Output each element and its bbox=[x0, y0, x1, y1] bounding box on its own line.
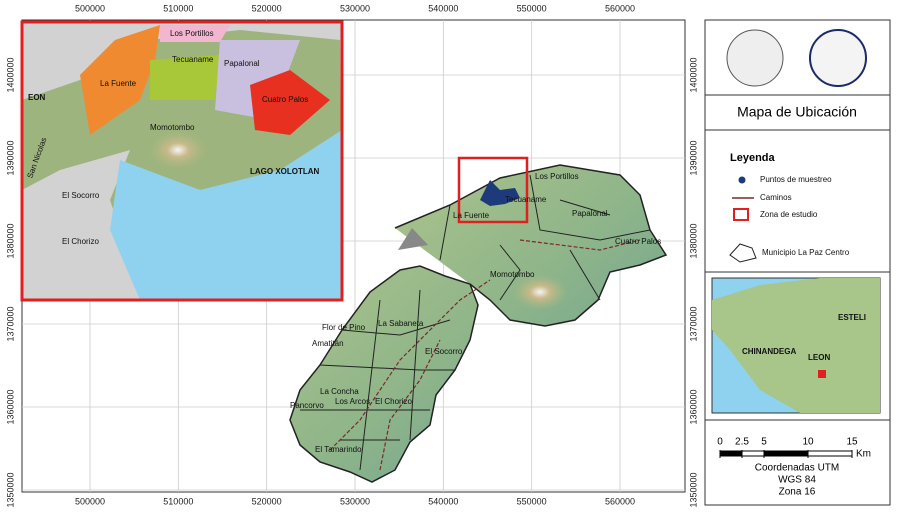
los-portillos bbox=[160, 25, 230, 42]
x-tick-label: 560000 bbox=[605, 3, 635, 13]
inset-label: LAGO XOLOTLAN bbox=[250, 167, 320, 176]
sample-points bbox=[480, 180, 520, 206]
x-tick-label: 540000 bbox=[428, 3, 458, 13]
place-label: Momotombo bbox=[490, 270, 535, 279]
inset-volcano bbox=[148, 130, 208, 170]
x-tick-label: 510000 bbox=[163, 496, 193, 506]
place-label: La Sabaneta bbox=[378, 319, 424, 328]
study-zone bbox=[457, 156, 529, 224]
y-tick-label: 1360000 bbox=[5, 389, 15, 424]
place-label: Tecuaname bbox=[505, 195, 547, 204]
place-label: Cuatro Palos bbox=[615, 237, 661, 246]
logo bbox=[809, 29, 867, 87]
place-label: La Fuente bbox=[453, 211, 490, 220]
legend-title: Leyenda bbox=[730, 152, 776, 164]
y-tick-label: 1390000 bbox=[688, 140, 698, 175]
x-tick-label: 500000 bbox=[75, 3, 105, 13]
place-label: Amatitán bbox=[312, 339, 344, 348]
x-tick-label: 500000 bbox=[75, 496, 105, 506]
place-label: Papalonal bbox=[572, 209, 608, 218]
overview-land bbox=[712, 278, 880, 413]
place-label: Los Portillos bbox=[535, 172, 579, 181]
scale-segment bbox=[719, 450, 743, 457]
inset-label: Cuatro Palos bbox=[262, 95, 308, 104]
scale-label: 5 bbox=[761, 437, 767, 448]
inset-label: EON bbox=[28, 93, 46, 102]
inset-label: El Socorro bbox=[62, 191, 100, 200]
roads bbox=[329, 239, 641, 471]
legend-symbol bbox=[733, 208, 749, 221]
legend-item: Municipio La Paz Centro bbox=[762, 248, 850, 257]
x-tick-label: 520000 bbox=[252, 3, 282, 13]
legend-item: Caminos bbox=[760, 193, 792, 202]
scale-label: 15 bbox=[846, 437, 858, 448]
scale-segment bbox=[741, 450, 765, 457]
x-tick-label: 510000 bbox=[163, 3, 193, 13]
peak bbox=[398, 228, 428, 250]
papalonal bbox=[215, 40, 300, 120]
inset-label: Los Portillos bbox=[170, 29, 214, 38]
la-fuente bbox=[80, 25, 160, 135]
inset-frame bbox=[20, 20, 344, 302]
inset-label: Papalonal bbox=[224, 59, 260, 68]
lake bbox=[110, 130, 342, 300]
y-tick-label: 1360000 bbox=[688, 389, 698, 424]
y-tick-label: 1400000 bbox=[5, 57, 15, 92]
scale-label: 0 bbox=[717, 437, 723, 448]
x-tick-label: 550000 bbox=[517, 496, 547, 506]
scale-label: 2.5 bbox=[735, 437, 749, 448]
side-panel bbox=[704, 19, 891, 506]
y-tick-label: 1370000 bbox=[5, 306, 15, 341]
y-tick-label: 1350000 bbox=[688, 472, 698, 507]
legend-symbol bbox=[729, 243, 757, 263]
inset-label: Momotombo bbox=[150, 123, 195, 132]
scale-segment bbox=[763, 450, 809, 457]
logo bbox=[726, 29, 784, 87]
y-tick-label: 1350000 bbox=[5, 472, 15, 507]
place-label: Flor de Pino bbox=[322, 323, 366, 332]
legend-symbol bbox=[738, 176, 746, 184]
x-tick-label: 560000 bbox=[605, 496, 635, 506]
title: Mapa de Ubicación bbox=[737, 104, 857, 120]
inset-label: El Chorizo bbox=[62, 237, 99, 246]
coordinates: Coordenadas UTM bbox=[755, 463, 839, 474]
scale-segment bbox=[807, 450, 853, 457]
x-tick-label: 520000 bbox=[252, 496, 282, 506]
x-tick-label: 540000 bbox=[428, 496, 458, 506]
y-tick-label: 1380000 bbox=[5, 223, 15, 258]
x-tick-label: 530000 bbox=[340, 3, 370, 13]
overview-label: CHINANDEGA bbox=[742, 347, 796, 356]
y-tick-label: 1380000 bbox=[688, 223, 698, 258]
y-tick-label: 1370000 bbox=[688, 306, 698, 341]
place-label: El Chorizo bbox=[375, 397, 412, 406]
municipality bbox=[289, 164, 668, 483]
place-label: El Tamarindo bbox=[315, 445, 362, 454]
legend-item: Zona de estudio bbox=[760, 210, 818, 219]
overview-marker bbox=[818, 370, 826, 378]
boundaries bbox=[300, 174, 651, 471]
inset-label: Tecuaname bbox=[172, 55, 214, 64]
inset-label: La Fuente bbox=[100, 79, 137, 88]
overview-label: ESTELI bbox=[838, 313, 866, 322]
place-label: El Socorro bbox=[425, 347, 463, 356]
scale-label: 10 bbox=[802, 437, 814, 448]
y-tick-label: 1390000 bbox=[5, 140, 15, 175]
place-label: Pancorvo bbox=[290, 401, 324, 410]
place-label: La Concha bbox=[320, 387, 359, 396]
place-label: Los Arcos bbox=[335, 397, 370, 406]
scale-unit: Km bbox=[856, 449, 871, 460]
legend-item: Puntos de muestreo bbox=[760, 175, 832, 184]
coordinates: Zona 16 bbox=[779, 487, 816, 498]
x-tick-label: 550000 bbox=[517, 3, 547, 13]
cuatro-palos bbox=[250, 70, 330, 135]
x-tick-label: 530000 bbox=[340, 496, 370, 506]
coordinates: WGS 84 bbox=[778, 475, 816, 486]
tecuaname bbox=[150, 55, 220, 100]
volcano bbox=[512, 274, 568, 310]
overview-label: LEON bbox=[808, 353, 830, 362]
y-tick-label: 1400000 bbox=[688, 57, 698, 92]
